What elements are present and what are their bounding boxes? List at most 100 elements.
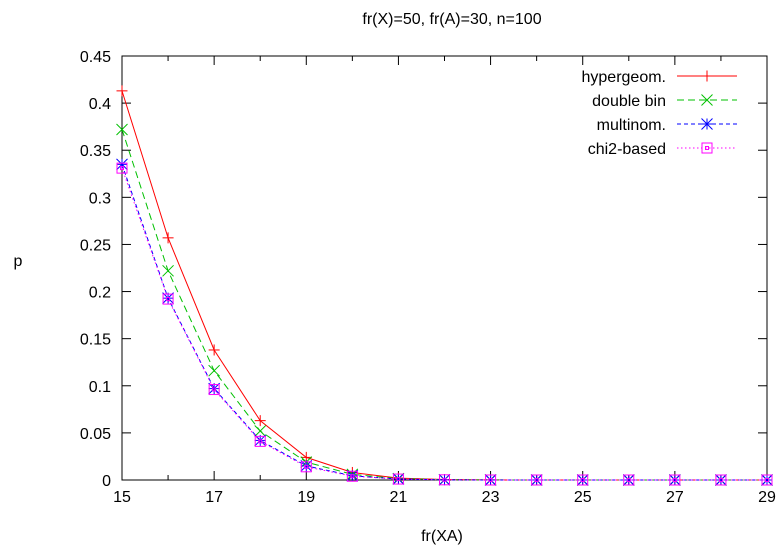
x-tick-label: 25 bbox=[574, 489, 592, 506]
series-layer bbox=[116, 85, 773, 486]
marker-stroke bbox=[623, 474, 635, 486]
marker-stroke bbox=[534, 478, 539, 482]
data-point bbox=[254, 435, 266, 447]
legend-label: hypergeom. bbox=[582, 69, 667, 86]
marker-stroke bbox=[715, 474, 727, 486]
data-point bbox=[701, 70, 713, 82]
series-line bbox=[121, 167, 767, 481]
series-line bbox=[121, 90, 767, 481]
marker-stroke bbox=[396, 477, 401, 482]
marker-stroke bbox=[530, 474, 543, 486]
data-point bbox=[669, 474, 681, 486]
data-point bbox=[701, 94, 713, 106]
marker-stroke bbox=[438, 473, 451, 486]
x-tick-label: 15 bbox=[113, 489, 131, 506]
x-tick-label: 21 bbox=[390, 489, 408, 506]
data-point bbox=[485, 474, 497, 486]
marker-stroke bbox=[392, 473, 404, 485]
legend-item: hypergeom. bbox=[582, 69, 737, 86]
data-point bbox=[761, 474, 773, 486]
data-point bbox=[116, 162, 128, 174]
x-tick-label: 17 bbox=[205, 489, 223, 506]
data-point bbox=[208, 384, 220, 396]
marker-stroke bbox=[350, 474, 355, 479]
y-axis-label: p bbox=[14, 253, 23, 270]
marker-stroke bbox=[346, 470, 358, 482]
data-point bbox=[576, 474, 589, 486]
legend-item: multinom. bbox=[597, 117, 737, 134]
data-point bbox=[439, 474, 450, 486]
marker-stroke bbox=[669, 474, 681, 486]
marker-stroke bbox=[705, 146, 709, 150]
data-point bbox=[531, 474, 543, 486]
legend: hypergeom. double bin multinom. chi2-based bbox=[582, 69, 737, 158]
x-axis: 15 17 19 21 23 25 27 29 bbox=[113, 56, 776, 506]
data-point bbox=[116, 158, 128, 171]
x-tick-label: 29 bbox=[758, 489, 776, 506]
marker-stroke bbox=[212, 387, 217, 392]
marker-stroke bbox=[254, 425, 267, 437]
series-multinom bbox=[116, 158, 773, 486]
marker-stroke bbox=[672, 478, 677, 482]
y-tick-label: 0.15 bbox=[80, 332, 111, 349]
marker-stroke bbox=[116, 162, 128, 174]
data-point bbox=[162, 264, 174, 277]
marker-stroke bbox=[701, 142, 713, 154]
data-point bbox=[116, 123, 128, 136]
data-point bbox=[392, 473, 404, 485]
marker-stroke bbox=[116, 123, 128, 136]
data-point bbox=[701, 142, 713, 154]
marker-stroke bbox=[580, 478, 585, 482]
data-point bbox=[715, 474, 727, 486]
marker-stroke bbox=[715, 474, 727, 486]
x-tick-label: 23 bbox=[482, 489, 500, 506]
marker-stroke bbox=[485, 474, 497, 486]
marker-stroke bbox=[300, 461, 312, 473]
series-double-bin bbox=[116, 123, 773, 486]
data-point bbox=[622, 474, 635, 486]
data-point bbox=[254, 425, 267, 437]
x-axis-label: fr(XA) bbox=[421, 528, 463, 545]
data-point bbox=[623, 474, 635, 486]
data-point bbox=[438, 473, 451, 486]
y-tick-label: 0.2 bbox=[89, 285, 111, 302]
series-line bbox=[121, 129, 767, 481]
data-point bbox=[392, 473, 405, 485]
marker-stroke bbox=[669, 474, 681, 486]
marker-stroke bbox=[120, 166, 124, 171]
legend-label: chi2-based bbox=[588, 141, 666, 158]
marker-stroke bbox=[116, 158, 128, 171]
legend-item: chi2-based bbox=[588, 141, 737, 158]
marker-stroke bbox=[254, 435, 266, 447]
legend-label: double bin bbox=[592, 93, 666, 110]
marker-stroke bbox=[304, 464, 309, 469]
plot-border bbox=[121, 55, 768, 481]
legend-item: double bin bbox=[592, 93, 737, 110]
y-axis: 0 0.05 0.1 0.15 0.2 0.25 0.3 0.35 0.4 0.45 bbox=[80, 49, 767, 490]
y-tick-label: 0.35 bbox=[80, 143, 111, 160]
marker-stroke bbox=[484, 474, 497, 486]
marker-stroke bbox=[701, 94, 713, 106]
data-point bbox=[116, 85, 128, 97]
y-tick-label: 0.4 bbox=[89, 96, 111, 113]
marker-stroke bbox=[765, 478, 769, 482]
marker-stroke bbox=[442, 477, 447, 482]
marker-stroke bbox=[166, 297, 171, 302]
data-point bbox=[530, 474, 543, 486]
marker-stroke bbox=[577, 474, 589, 486]
data-point bbox=[162, 232, 174, 244]
marker-stroke bbox=[162, 264, 174, 277]
data-point bbox=[162, 293, 174, 305]
data-point bbox=[701, 118, 713, 130]
series-chi2-based bbox=[116, 162, 773, 486]
marker-stroke bbox=[258, 439, 263, 444]
marker-stroke bbox=[162, 293, 174, 305]
data-point bbox=[346, 470, 358, 482]
data-point bbox=[577, 474, 589, 486]
marker-stroke bbox=[622, 474, 635, 486]
marker-stroke bbox=[626, 478, 631, 482]
y-tick-label: 0 bbox=[102, 473, 111, 490]
y-tick-label: 0.05 bbox=[80, 426, 111, 443]
marker-stroke bbox=[761, 474, 773, 486]
